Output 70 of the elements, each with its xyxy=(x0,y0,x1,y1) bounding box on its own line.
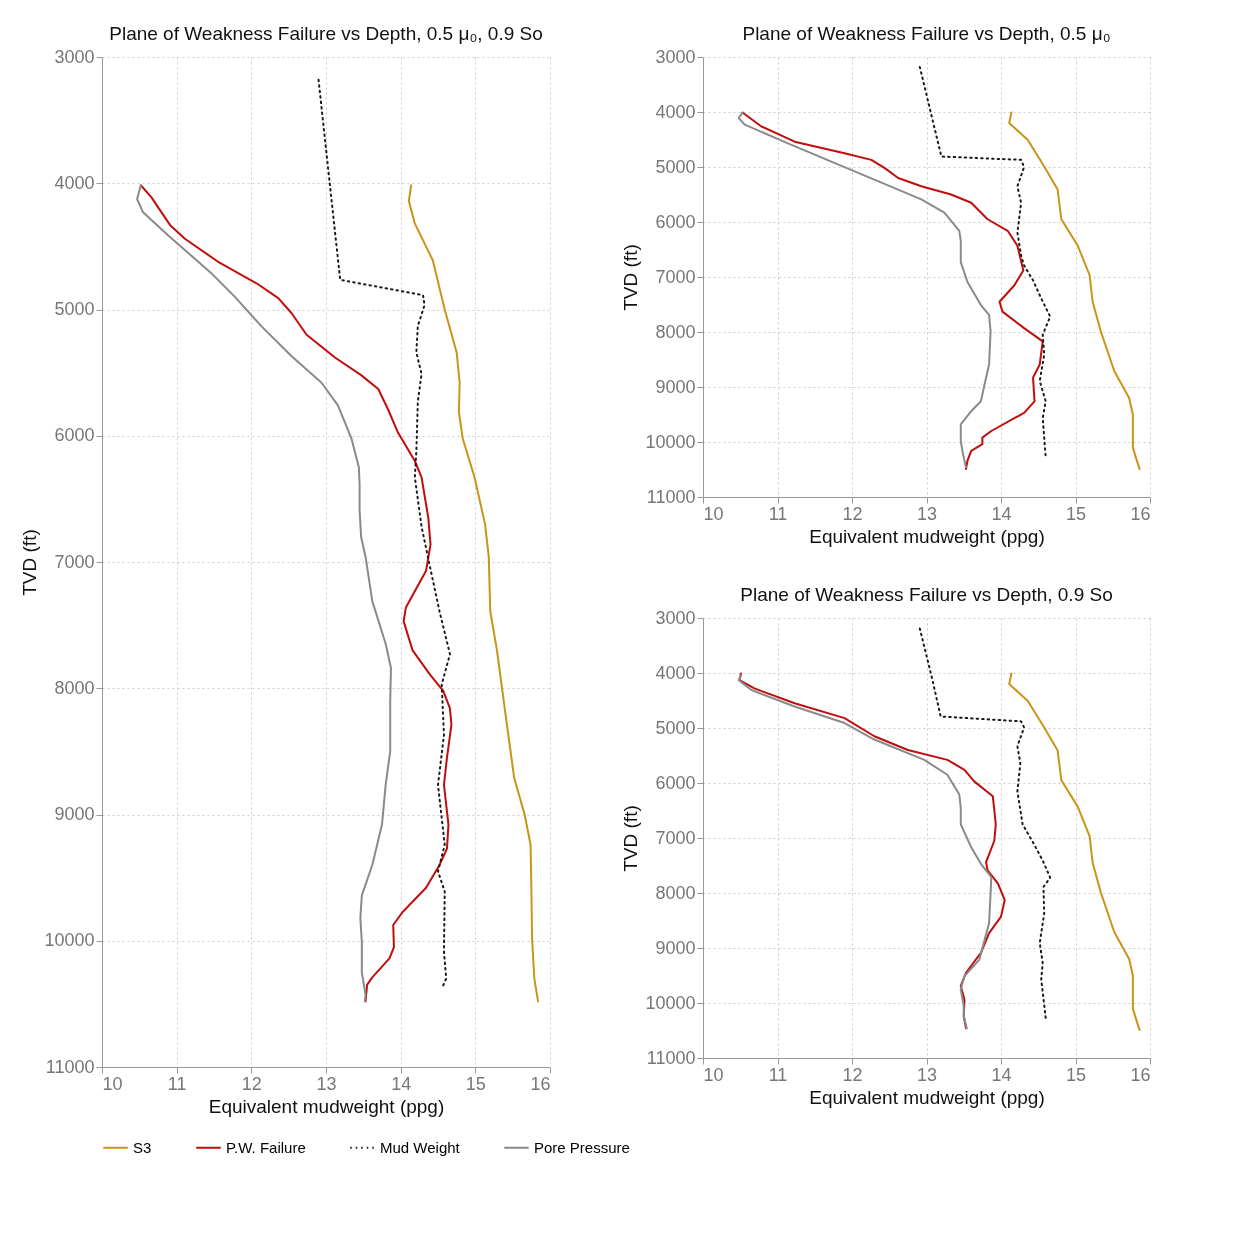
y-tick-label: 8000 xyxy=(655,321,696,342)
x-tick-label: 13 xyxy=(316,1073,337,1094)
legend-label: S3 xyxy=(133,1138,152,1156)
legend-label: P.W. Failure xyxy=(226,1138,306,1156)
x-tick-label: 11 xyxy=(768,1064,788,1085)
x-tick-label: 12 xyxy=(842,1064,863,1085)
chart-title: Plane of Weakness Failure vs Depth, 0.5 μ₀, 0.9 So xyxy=(109,23,543,44)
y-tick-label: 9000 xyxy=(655,376,696,397)
x-tick-label: 10 xyxy=(703,503,724,524)
y-tick-label: 3000 xyxy=(54,46,95,67)
line-series xyxy=(918,65,1052,459)
line-series xyxy=(918,627,1052,1019)
y-tick-label: 4000 xyxy=(54,172,95,193)
y-tick-label: 8000 xyxy=(54,677,95,698)
y-tick-label: 10000 xyxy=(645,431,696,452)
y-tick-label: 7000 xyxy=(655,266,696,287)
y-axis-title: TVD (ft) xyxy=(19,529,41,596)
y-tick-label: 9000 xyxy=(54,804,95,824)
y-tick-label: 10000 xyxy=(645,992,696,1013)
line-series xyxy=(1008,111,1141,470)
y-tick-label: 11000 xyxy=(45,1056,95,1077)
x-tick-label: 15 xyxy=(1065,1064,1087,1085)
x-tick-label: 10 xyxy=(102,1073,123,1094)
x-tick-label: 14 xyxy=(991,503,1012,524)
x-tick-label: 12 xyxy=(241,1073,262,1094)
y-tick-label: 7000 xyxy=(54,551,95,572)
y-tick-label: 6000 xyxy=(655,211,696,232)
y-axis-title: TVD (ft) xyxy=(620,244,642,311)
y-tick-label: 3000 xyxy=(655,607,696,628)
x-axis-title: Equivalent mudweight (ppg) xyxy=(809,1086,1045,1108)
y-tick-label: 7000 xyxy=(655,827,696,848)
y-tick-label: 10000 xyxy=(44,930,95,951)
y-axis-title: TVD (ft) xyxy=(620,805,642,872)
x-axis-title: Equivalent mudweight (ppg) xyxy=(208,1095,445,1117)
line-series xyxy=(136,184,392,1003)
x-tick-label: 13 xyxy=(916,1064,938,1085)
x-tick-label: 14 xyxy=(991,1064,1012,1085)
x-tick-label: 15 xyxy=(1065,503,1087,524)
x-tick-label: 16 xyxy=(1130,503,1151,524)
y-tick-label: 8000 xyxy=(655,882,696,903)
x-tick-label: 13 xyxy=(916,503,938,524)
legend-label: Mud Weight xyxy=(380,1138,461,1156)
y-tick-label: 4000 xyxy=(655,662,696,683)
line-series xyxy=(1008,672,1141,1031)
x-tick-label: 10 xyxy=(703,1064,724,1085)
x-tick-label: 11 xyxy=(768,503,788,524)
line-series xyxy=(741,111,1044,470)
y-tick-label: 11000 xyxy=(646,486,696,507)
y-tick-label: 6000 xyxy=(54,425,95,446)
y-tick-label: 3000 xyxy=(655,46,696,67)
x-tick-label: 15 xyxy=(465,1073,486,1094)
y-tick-label: 4000 xyxy=(655,101,696,122)
line-series xyxy=(407,184,540,1003)
chart-title: Plane of Weakness Failure vs Depth, 0.9 So xyxy=(740,584,1113,605)
chart-title: Plane of Weakness Failure vs Depth, 0.5 μ₀ xyxy=(742,23,1111,44)
y-tick-label: 5000 xyxy=(655,717,696,738)
x-axis-title: Equivalent mudweight (ppg) xyxy=(809,525,1045,547)
x-tick-label: 16 xyxy=(1130,1064,1151,1085)
x-tick-label: 16 xyxy=(530,1073,551,1094)
y-tick-label: 5000 xyxy=(54,299,95,319)
x-tick-label: 12 xyxy=(842,503,863,524)
legend-label: Pore Pressure xyxy=(534,1138,630,1156)
line-series xyxy=(737,111,992,469)
line-series xyxy=(139,184,453,1003)
y-tick-label: 5000 xyxy=(655,156,696,177)
x-tick-label: 11 xyxy=(167,1073,187,1094)
y-tick-label: 9000 xyxy=(655,937,696,958)
y-tick-label: 6000 xyxy=(655,772,696,793)
x-tick-label: 14 xyxy=(391,1073,412,1094)
y-tick-label: 11000 xyxy=(646,1047,696,1068)
